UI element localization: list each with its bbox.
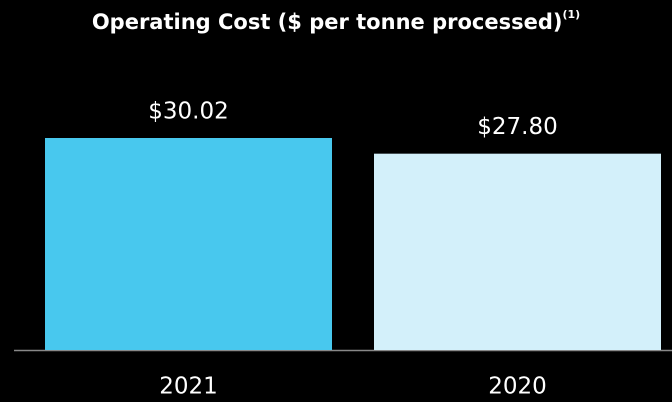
x-tick-label: 2021 — [159, 374, 218, 400]
x-tick-label: 2020 — [488, 374, 547, 400]
title-text: Operating Cost ($ per tonne processed) — [92, 10, 563, 34]
chart-title: Operating Cost ($ per tonne processed)(1… — [92, 8, 580, 34]
bar — [374, 153, 661, 350]
value-label: $27.80 — [477, 114, 557, 140]
title-note: (1) — [562, 8, 580, 21]
value-label: $30.02 — [148, 99, 228, 125]
bar — [45, 138, 332, 350]
